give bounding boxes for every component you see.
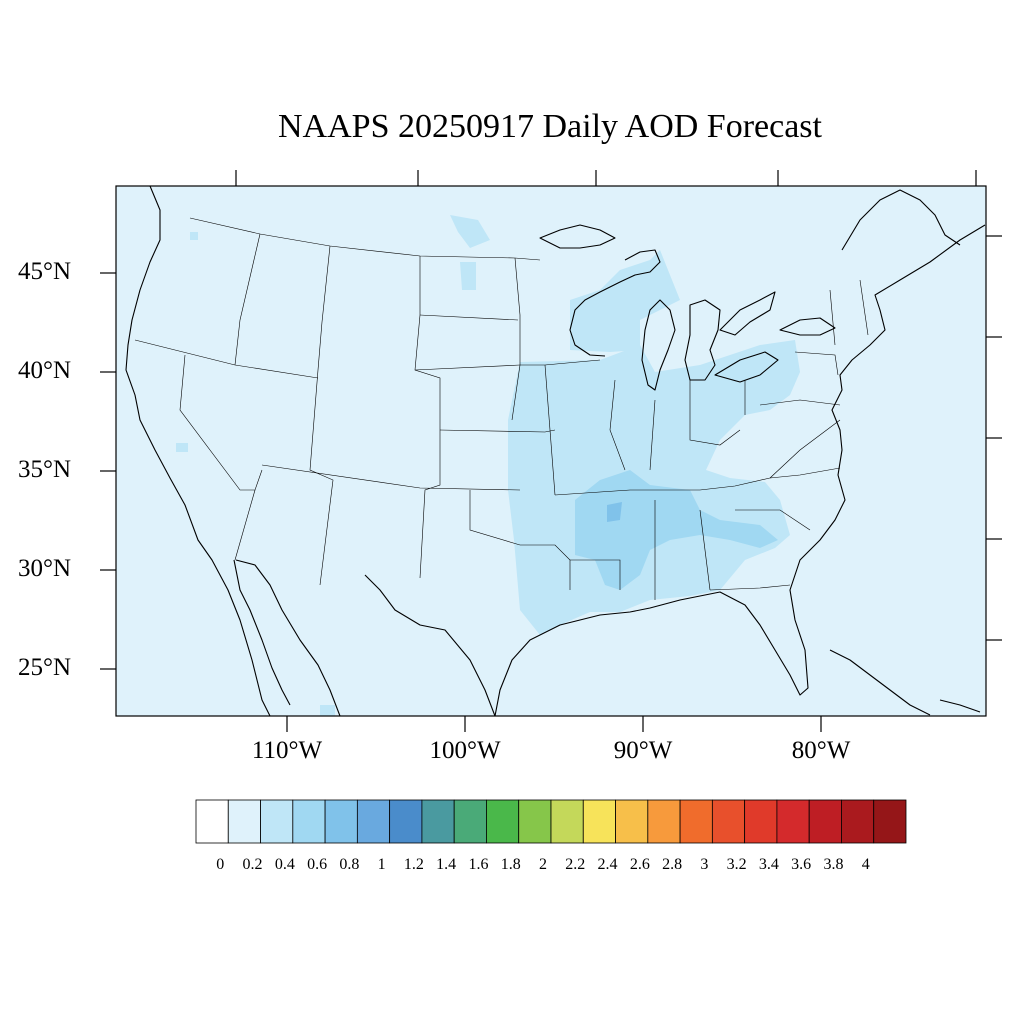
colorbar-label: 2.6 — [629, 856, 650, 873]
lat-label-35: 35°N — [18, 456, 72, 483]
state-borders — [134, 217, 869, 600]
lat-label-45: 45°N — [18, 258, 72, 285]
colorbar-label: 0.6 — [307, 856, 328, 873]
lon-label-100w: 100°W — [429, 737, 501, 764]
colorbar-swatch — [518, 799, 552, 844]
colorbar-swatch — [744, 799, 778, 844]
colorbar-swatch — [550, 799, 584, 844]
colorbar-label: 1 — [377, 856, 386, 873]
colorbar-swatch — [615, 799, 649, 844]
colorbar-label: 2 — [539, 856, 547, 873]
colorbar-label: 1.8 — [500, 856, 521, 873]
colorbar-swatch — [453, 799, 487, 844]
lon-label-110w: 110°W — [251, 737, 323, 764]
colorbar-swatch — [776, 799, 810, 844]
colorbar-swatch — [260, 799, 294, 844]
colorbar-label: 3 — [700, 856, 709, 873]
colorbar-label: 3.8 — [823, 856, 844, 873]
colorbar-swatch — [679, 799, 713, 844]
bottom-ticks — [286, 716, 822, 732]
right-ticks — [986, 235, 1002, 641]
lon-label-80w: 80°W — [791, 737, 851, 764]
colorbar-swatch — [582, 799, 616, 844]
colorbar-swatch — [841, 799, 875, 844]
colorbar-swatch — [227, 799, 261, 844]
colorbar-label: 3.6 — [791, 856, 812, 873]
top-ticks — [235, 170, 977, 186]
colorbar-swatch — [711, 799, 746, 844]
colorbar-swatch — [195, 799, 229, 844]
map-title: NAAPS 20250917 Daily AOD Forecast — [278, 108, 822, 145]
colorbar-label: 0.4 — [274, 856, 295, 873]
aod-shading-mid — [575, 470, 778, 590]
lat-label-40: 40°N — [18, 357, 72, 384]
colorbar-swatch — [808, 799, 842, 844]
colorbar-label: 4 — [861, 856, 870, 873]
colorbar-label: 0.8 — [339, 856, 360, 873]
colorbar — [195, 799, 907, 844]
colorbar-swatch — [324, 799, 358, 844]
colorbar-swatch — [356, 799, 391, 844]
colorbar-swatch — [421, 799, 455, 844]
colorbar-label: 2.4 — [597, 856, 618, 873]
colorbar-label: 1.2 — [403, 856, 424, 873]
colorbar-swatch — [292, 799, 326, 844]
colorbar-swatch — [486, 799, 520, 844]
colorbar-label: 1.6 — [468, 856, 489, 873]
map-frame — [115, 185, 987, 717]
colorbar-label: 3.4 — [758, 856, 779, 873]
colorbar-label: 0 — [216, 856, 225, 873]
colorbar-swatch — [389, 799, 423, 844]
lat-label-30: 30°N — [18, 555, 72, 582]
colorbar-swatch — [873, 799, 907, 844]
lon-label-90w: 90°W — [613, 737, 673, 764]
colorbar-label: 1.4 — [436, 856, 457, 873]
colorbar-swatch — [647, 799, 681, 844]
lat-label-25: 25°N — [18, 654, 72, 681]
colorbar-label: 2.2 — [565, 856, 586, 873]
coastlines — [125, 185, 986, 717]
colorbar-label: 0.2 — [242, 856, 263, 873]
colorbar-label: 2.8 — [662, 856, 683, 873]
colorbar-label: 3.2 — [726, 856, 747, 873]
left-ticks — [100, 272, 116, 670]
